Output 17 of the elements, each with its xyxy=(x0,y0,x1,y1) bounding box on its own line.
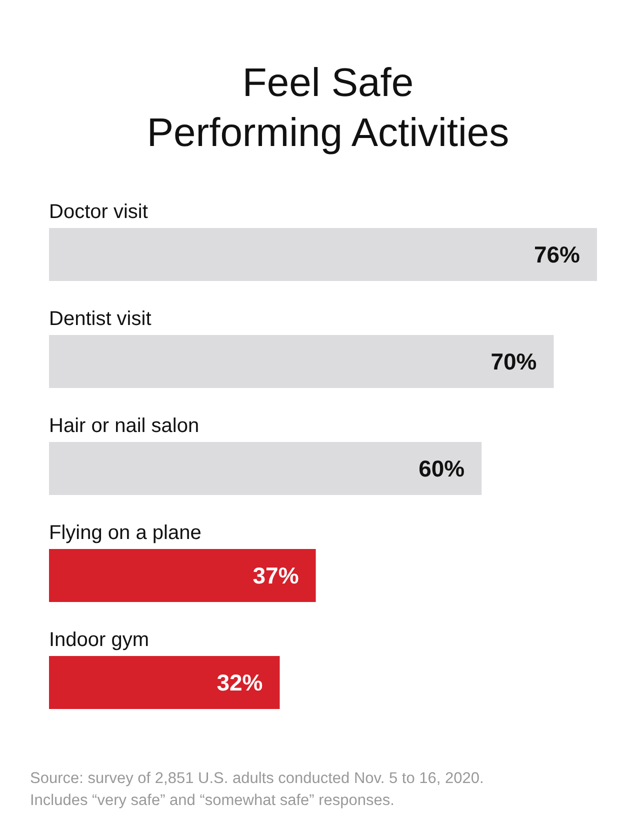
y-tick-label: Doctor visit xyxy=(49,201,148,223)
y-tick-label: Dentist visit xyxy=(49,308,152,330)
data-label: 76% xyxy=(534,242,580,268)
data-label: 60% xyxy=(418,456,465,482)
bar xyxy=(49,442,482,495)
bar xyxy=(49,549,316,602)
data-label: 37% xyxy=(252,562,299,588)
y-tick-label: Indoor gym xyxy=(49,629,150,651)
y-tick-label: Hair or nail salon xyxy=(49,415,200,437)
data-label: 70% xyxy=(490,348,537,374)
chart-title: Feel Safe Performing Activities xyxy=(146,61,510,155)
source-note: Source: survey of 2,851 U.S. adults conducted Nov. 5 to 16, 2020. Includes “very safe” and “somewhat safe” responses. xyxy=(30,770,484,809)
bar xyxy=(49,656,280,709)
data-label: 32% xyxy=(216,670,263,696)
bar xyxy=(49,228,597,281)
bar xyxy=(49,335,554,388)
y-tick-label: Flying on a plane xyxy=(49,522,202,544)
